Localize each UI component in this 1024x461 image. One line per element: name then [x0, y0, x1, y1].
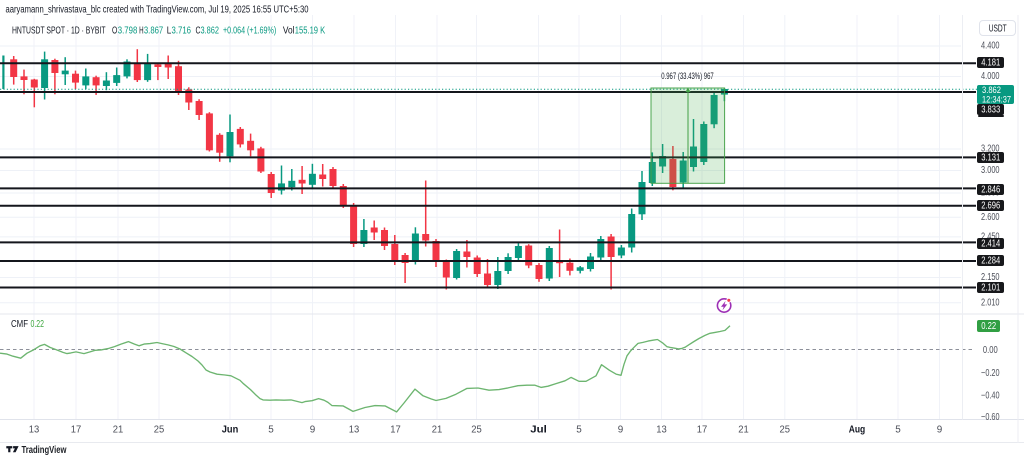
svg-text:2.150: 2.150 [981, 272, 1000, 283]
svg-text:USDT: USDT [988, 23, 1006, 34]
svg-text:2.284: 2.284 [981, 255, 1000, 266]
svg-text:aaryamann_shrivastava_blc crea: aaryamann_shrivastava_blc created with T… [6, 5, 309, 16]
svg-text:2.414: 2.414 [981, 238, 1000, 249]
svg-text:2.696: 2.696 [981, 201, 1000, 212]
svg-text:3.862: 3.862 [982, 85, 1001, 96]
svg-text:0.22: 0.22 [31, 319, 45, 330]
svg-text:+0.064 (+1.69%): +0.064 (+1.69%) [223, 26, 276, 37]
svg-text:3.200: 3.200 [981, 144, 1000, 155]
svg-text:2.450: 2.450 [981, 231, 1000, 242]
svg-text:3.867: 3.867 [144, 26, 164, 37]
svg-text:5: 5 [576, 424, 582, 435]
svg-text:21: 21 [738, 424, 749, 435]
svg-text:0.22: 0.22 [981, 321, 996, 332]
svg-text:Jun: Jun [222, 424, 239, 435]
svg-text:3.833: 3.833 [981, 104, 1000, 115]
svg-text:−0.40: −0.40 [981, 390, 1000, 401]
svg-text:−0.60: −0.60 [981, 412, 1000, 423]
svg-text:4.400: 4.400 [981, 41, 1000, 52]
svg-text:12:34:37: 12:34:37 [982, 94, 1011, 104]
svg-text:9: 9 [937, 424, 943, 435]
svg-text:17: 17 [697, 424, 708, 435]
svg-text:25: 25 [154, 424, 165, 435]
svg-text:4.000: 4.000 [981, 71, 1000, 82]
svg-text:0.967 (33.43%) 967: 0.967 (33.43%) 967 [661, 71, 714, 82]
svg-text:5: 5 [895, 424, 901, 435]
svg-text:0.00: 0.00 [983, 345, 998, 356]
svg-text:Aug: Aug [849, 424, 866, 435]
svg-text:2.846: 2.846 [981, 184, 1000, 195]
svg-text:5: 5 [268, 424, 274, 435]
svg-text:4.181: 4.181 [981, 58, 1000, 69]
svg-text:H: H [139, 26, 144, 37]
svg-text:3.798: 3.798 [118, 26, 138, 37]
svg-text:2.600: 2.600 [981, 212, 1000, 223]
svg-text:3.862: 3.862 [201, 26, 220, 37]
svg-text:155.19 K: 155.19 K [295, 26, 326, 37]
svg-text:Jul: Jul [530, 424, 547, 435]
svg-text:17: 17 [390, 424, 401, 435]
svg-text:−0.20: −0.20 [981, 368, 1000, 379]
svg-text:CMF: CMF [11, 319, 28, 330]
svg-text:9: 9 [310, 424, 316, 435]
svg-text:17: 17 [71, 424, 82, 435]
svg-text:13: 13 [29, 424, 40, 435]
svg-text:C: C [196, 26, 201, 37]
svg-text:L: L [167, 26, 172, 37]
svg-text:Vol: Vol [283, 26, 295, 37]
svg-text:21: 21 [113, 424, 124, 435]
svg-text:TradingView: TradingView [22, 444, 68, 456]
svg-text:25: 25 [471, 424, 482, 435]
svg-text:2.101: 2.101 [981, 282, 1000, 293]
svg-text:25: 25 [780, 424, 791, 435]
svg-text:21: 21 [432, 424, 443, 435]
svg-text:13: 13 [349, 424, 360, 435]
svg-text:9: 9 [618, 424, 624, 435]
svg-text:3.131: 3.131 [981, 152, 1000, 163]
svg-text:3.000: 3.000 [981, 165, 1000, 176]
svg-text:13: 13 [656, 424, 667, 435]
svg-text:O: O [112, 26, 117, 37]
svg-text:3.716: 3.716 [172, 26, 192, 37]
svg-text:2.010: 2.010 [981, 297, 1000, 308]
svg-text:HNTUSDT SPOT · 1D · BYBIT: HNTUSDT SPOT · 1D · BYBIT [12, 26, 106, 37]
